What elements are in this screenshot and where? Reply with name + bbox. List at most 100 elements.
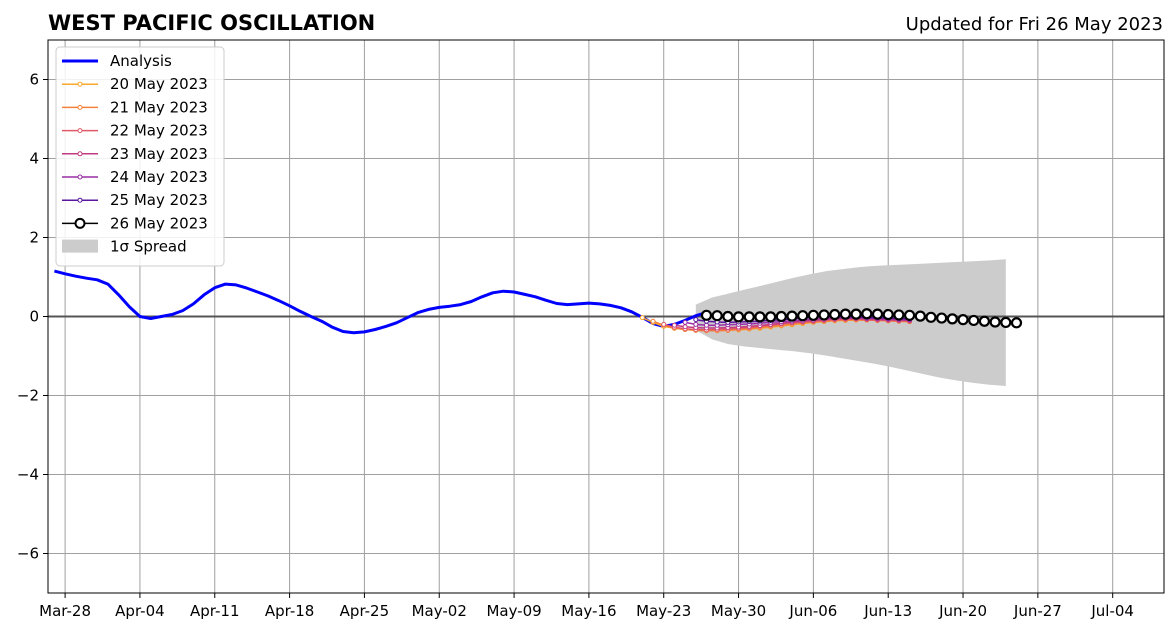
data-point (743, 311, 755, 323)
spread-band (695, 259, 1006, 386)
legend-marker (77, 128, 83, 134)
legend-label: 26 May 2023 (110, 214, 208, 232)
x-tick-label: May-16 (561, 602, 616, 620)
spread-layer (695, 259, 1006, 386)
legend-label: Analysis (110, 52, 172, 70)
x-tick-label: May-30 (711, 602, 766, 620)
y-tick-label: 4 (29, 150, 39, 168)
legend-label: 23 May 2023 (110, 145, 208, 163)
y-tick-label: 0 (29, 308, 39, 326)
x-tick-label: May-23 (636, 602, 691, 620)
data-point (693, 321, 699, 327)
y-tick-label: 6 (29, 71, 39, 89)
legend-label: 22 May 2023 (110, 122, 208, 140)
x-tick-label: May-02 (412, 602, 467, 620)
x-tick-label: Jun-27 (1013, 602, 1062, 620)
data-point (711, 310, 723, 322)
data-point (946, 313, 958, 325)
series-line (54, 269, 707, 335)
legend-item: 24 May 2023 (62, 168, 208, 186)
data-point (693, 317, 699, 323)
legend-marker (77, 151, 83, 157)
data-point (936, 312, 948, 324)
legend-marker (77, 174, 83, 180)
x-tick-label: May-09 (486, 602, 541, 620)
legend-item: Analysis (62, 52, 172, 70)
y-tick-label: −2 (17, 387, 39, 405)
data-point (893, 309, 905, 321)
data-point (797, 310, 809, 322)
data-point (775, 310, 787, 323)
legend-item: 21 May 2023 (62, 98, 208, 116)
data-point (925, 311, 937, 323)
data-point (722, 310, 734, 323)
legend-box (55, 46, 225, 267)
data-point (1000, 316, 1012, 329)
data-point (765, 311, 777, 323)
legend-marker (77, 81, 83, 87)
data-point (829, 308, 841, 321)
data-point (661, 321, 667, 327)
data-point (989, 316, 1001, 328)
data-point (818, 309, 830, 321)
legend-item: 22 May 2023 (62, 122, 208, 140)
data-point (671, 322, 677, 328)
y-tick-label: −4 (17, 466, 39, 484)
legend-marker (77, 104, 83, 110)
x-axis: Mar-28 Apr-04 Apr-11 Apr-18 Apr-25 May-02 May-… (39, 593, 1134, 620)
data-point (807, 309, 819, 321)
legend-label: 21 May 2023 (110, 98, 208, 116)
x-tick-label: Jun-06 (788, 602, 837, 620)
chart-subtitle: Updated for Fri 26 May 2023 (906, 14, 1163, 35)
x-tick-label: Jun-13 (863, 602, 912, 620)
chart-title: WEST PACIFIC OSCILLATION (48, 11, 375, 35)
data-point (978, 315, 991, 327)
legend-item: 25 May 2023 (62, 191, 208, 209)
x-tick-label: Mar-28 (39, 602, 91, 620)
legend-marker (74, 217, 86, 229)
data-point (732, 311, 745, 323)
legend-label: 25 May 2023 (110, 191, 208, 209)
x-tick-label: Jun-20 (938, 602, 987, 620)
data-point (1010, 317, 1023, 329)
x-tick-label: Apr-11 (190, 602, 240, 620)
legend-label: 24 May 2023 (110, 168, 208, 186)
x-tick-label: Jul-04 (1090, 602, 1134, 620)
data-point (882, 308, 894, 321)
data-point (903, 309, 916, 321)
legend: Analysis 20 May 2023 21 May 2023 22 May 202… (55, 46, 225, 267)
data-point (682, 324, 688, 330)
legend-item: 26 May 2023 (62, 214, 208, 232)
series-26-may-2023 (700, 308, 1023, 329)
data-point (682, 319, 688, 325)
x-tick-label: Apr-25 (340, 602, 390, 620)
data-point (639, 315, 645, 321)
x-tick-label: Apr-18 (265, 602, 315, 620)
data-point (914, 310, 926, 322)
series-layer (54, 269, 1023, 335)
legend-marker (77, 197, 83, 203)
data-point (957, 314, 969, 326)
y-axis: −6 −4 −2 0 2 4 6 (17, 71, 48, 563)
series-analysis (54, 269, 707, 335)
data-point (839, 308, 852, 320)
legend-swatch (62, 239, 98, 253)
series-line (684, 316, 910, 326)
legend-label: 20 May 2023 (110, 75, 208, 93)
legend-label: 1σ Spread (110, 238, 187, 256)
y-tick-label: −6 (17, 545, 39, 563)
data-point (871, 308, 884, 320)
legend-item: 1σ Spread (62, 238, 187, 256)
data-point (700, 309, 713, 321)
legend-item: 20 May 2023 (62, 75, 208, 93)
y-tick-label: 2 (29, 229, 39, 247)
data-point (968, 314, 980, 327)
x-tick-label: Apr-04 (115, 602, 165, 620)
data-point (861, 308, 873, 320)
data-point (850, 308, 862, 320)
data-point (703, 322, 709, 328)
data-point (786, 310, 798, 322)
legend-item: 23 May 2023 (62, 145, 208, 163)
